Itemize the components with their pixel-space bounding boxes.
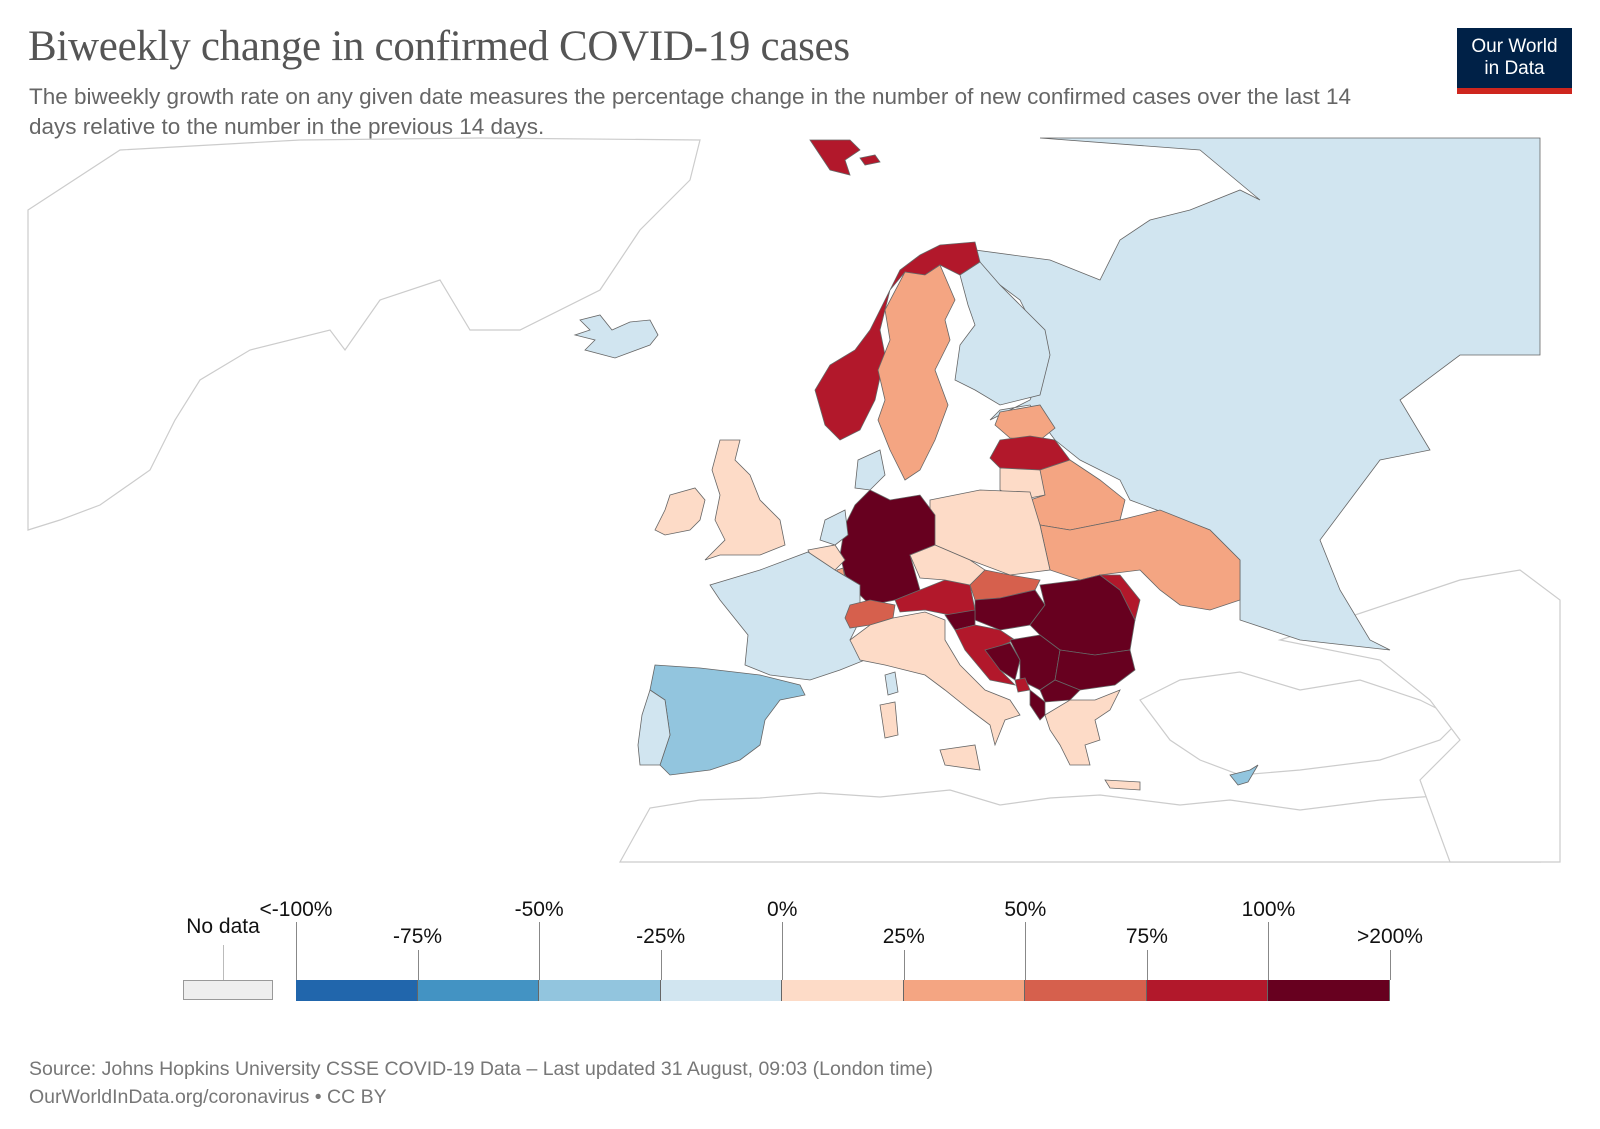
country-bulgaria[interactable] [1054, 649, 1136, 691]
legend-tick [417, 950, 419, 980]
license-link[interactable]: OurWorldInData.org/coronavirus • CC BY [29, 1086, 387, 1108]
country-france[interactable] [709, 551, 866, 681]
legend-bin-swatch[interactable] [296, 980, 418, 1001]
legend-bin-swatch[interactable] [1268, 980, 1390, 1001]
country-finland[interactable] [954, 261, 1051, 406]
legend-tick [539, 922, 541, 980]
legend-nodata-tick [223, 945, 224, 980]
europe-map [27, 137, 1561, 863]
greenland-outline [27, 137, 701, 531]
owid-logo[interactable]: Our World in Data [1457, 28, 1572, 94]
country-bosnia[interactable] [984, 642, 1021, 681]
turkey-outline [1139, 671, 1462, 776]
legend-tick-label: >200% [1357, 925, 1423, 948]
legend-nodata-swatch [183, 980, 273, 1000]
country-albania[interactable] [1029, 689, 1046, 721]
country-uk[interactable] [704, 439, 786, 561]
legend-tick-label: 50% [1004, 898, 1047, 921]
north-africa-outline [618, 789, 1542, 863]
legend-bin-swatch[interactable] [782, 980, 904, 1001]
legend-tick-label: 100% [1241, 898, 1296, 921]
country-corsica[interactable] [884, 671, 899, 696]
chart-footer: Source: Johns Hopkins University CSSE CO… [29, 1055, 933, 1111]
source-note: Source: Johns Hopkins University CSSE CO… [29, 1058, 933, 1080]
legend-tick-label: -75% [393, 925, 443, 948]
country-crete[interactable] [1104, 779, 1141, 791]
country-denmark[interactable] [854, 449, 886, 491]
legend-tick-label: -25% [636, 925, 686, 948]
legend-tick-label: 25% [882, 925, 925, 948]
logo-line-1: Our World [1471, 36, 1558, 57]
background-land [27, 137, 1561, 863]
country-north-macedonia[interactable] [1039, 679, 1081, 703]
legend-tick [1390, 950, 1391, 980]
legend-tick-label: 75% [1125, 925, 1168, 948]
legend-bin-swatch[interactable] [1025, 980, 1147, 1001]
country-greece[interactable] [1044, 689, 1121, 766]
legend-bin-swatch[interactable] [660, 980, 783, 1001]
legend-tick [782, 922, 784, 980]
country-portugal[interactable] [637, 689, 671, 766]
country-moldova[interactable] [1098, 574, 1141, 622]
country-sardinia[interactable] [879, 701, 899, 739]
legend-bin-swatch[interactable] [903, 980, 1026, 1001]
country-ireland[interactable] [654, 487, 706, 536]
color-legend: No data <-100% -75% -50% -25% 0% 25% 50% 75% 100… [0, 890, 1600, 1001]
legend-tick [1025, 922, 1027, 980]
legend-nodata-label: No data [186, 915, 260, 938]
legend-tick [903, 950, 905, 980]
chart-title: Biweekly change in confirmed COVID-19 ca… [28, 23, 850, 70]
country-cyprus[interactable] [1229, 764, 1259, 786]
legend-tick [296, 922, 297, 980]
country-spain[interactable] [649, 664, 806, 776]
legend-bin-swatch[interactable] [1146, 980, 1269, 1001]
legend-tick [660, 950, 662, 980]
countries-layer [573, 137, 1541, 791]
country-iceland[interactable] [573, 314, 659, 359]
legend-bin-swatch[interactable] [539, 980, 661, 1001]
legend-tick [1146, 950, 1148, 980]
logo-accent-bar [1457, 88, 1572, 94]
country-sicily[interactable] [939, 744, 981, 771]
country-svalbard[interactable] [809, 139, 881, 176]
logo-line-2: in Data [1484, 58, 1545, 79]
legend-tick [1268, 922, 1270, 980]
country-norway[interactable] [814, 241, 981, 441]
legend-tick-label: <-100% [259, 898, 333, 921]
country-sweden[interactable] [877, 264, 956, 481]
legend-tick-label: 0% [767, 898, 798, 921]
chart-subtitle: The biweekly growth rate on any given da… [29, 84, 1352, 139]
legend-tick-label: -50% [514, 898, 564, 921]
legend-bin-swatch[interactable] [417, 980, 540, 1001]
country-netherlands[interactable] [819, 509, 849, 546]
country-italy[interactable] [849, 611, 1021, 747]
